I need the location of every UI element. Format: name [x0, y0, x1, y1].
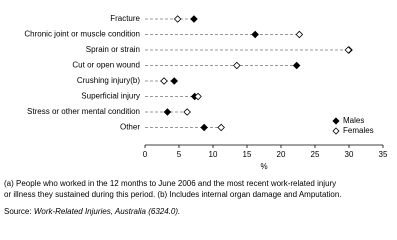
data-point: [217, 123, 225, 132]
y-tick-label: Chronic joint or muscle condition: [24, 30, 140, 39]
data-point: [170, 77, 179, 85]
data-point: [344, 46, 353, 54]
legend-marker: [332, 117, 340, 125]
y-tick-label: Stress or other mental condition: [27, 107, 140, 116]
data-point: [295, 30, 304, 39]
x-tick-label: 30: [345, 150, 354, 159]
data-point: [251, 30, 259, 39]
data-point: [190, 15, 198, 23]
legend-label: Females: [343, 126, 374, 135]
source-label: Source:: [4, 207, 32, 216]
data-point: [183, 108, 191, 116]
x-axis-label: %: [260, 162, 267, 171]
footnote: (a) People who worked in the 12 months t…: [4, 179, 336, 188]
chart: % (a) People who worked in the 12 months…: [4, 14, 388, 216]
x-tick-label: 0: [143, 150, 148, 159]
data-point: [163, 108, 172, 116]
data-point: [233, 61, 241, 70]
x-tick-label: 5: [177, 150, 182, 159]
y-tick-label: Cut or open wound: [72, 61, 140, 70]
data-point: [194, 92, 202, 101]
x-tick-label: 15: [243, 150, 252, 159]
footnote: or illness they sustained during this pe…: [4, 190, 342, 199]
y-tick-label: Fracture: [110, 14, 140, 23]
data-point: [200, 123, 208, 132]
data-point: [292, 61, 301, 70]
y-tick-label: Other: [120, 123, 140, 132]
x-tick-label: 35: [379, 150, 388, 159]
x-tick-label: 25: [311, 150, 320, 159]
source-text: Work-Related Injuries, Australia (6324.0…: [34, 207, 180, 216]
data-point: [160, 77, 168, 85]
x-tick-label: 20: [277, 150, 286, 159]
legend-label: Males: [343, 116, 364, 125]
legend-marker: [332, 127, 340, 135]
data-point: [173, 15, 182, 23]
source: Source: Work-Related Injuries, Australia…: [4, 207, 180, 216]
y-tick-label: Sprain or strain: [86, 45, 140, 54]
y-tick-label: Crushing injury(b): [77, 76, 140, 85]
x-tick-label: 10: [209, 150, 218, 159]
y-tick-label: Superficial injury: [81, 92, 140, 101]
